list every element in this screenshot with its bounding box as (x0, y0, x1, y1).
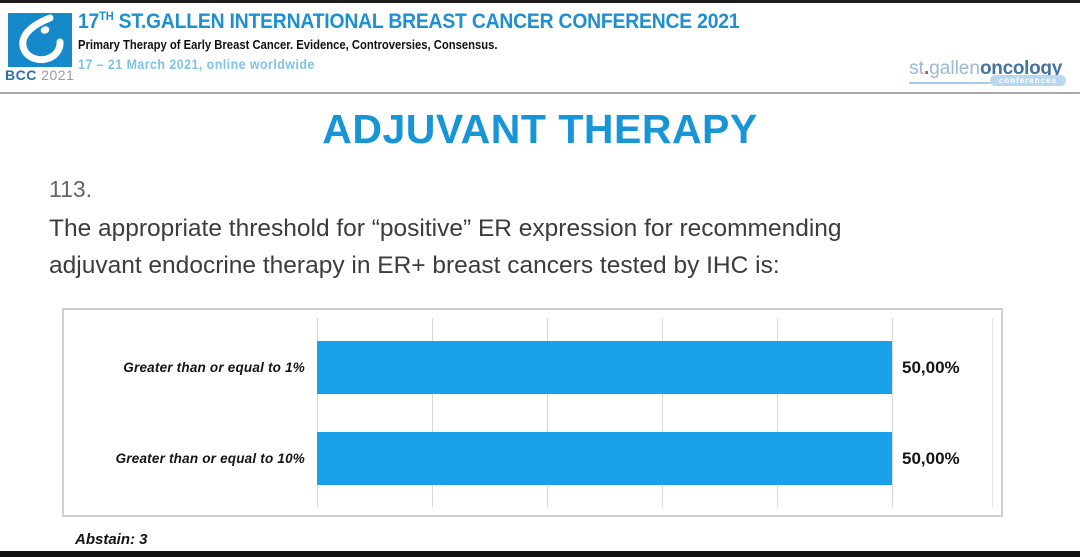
conference-subtitle: Primary Therapy of Early Breast Cancer. … (78, 38, 498, 52)
gridline (317, 318, 318, 507)
bcc-year: 2021 (41, 67, 75, 83)
slide-title: ADJUVANT THERAPY (322, 106, 758, 152)
top-video-border (0, 0, 1080, 3)
question-line-1: The appropriate threshold for “positive”… (49, 215, 842, 242)
conference-header: BCC 2021 17TH ST.GALLEN INTERNATIONAL BR… (0, 3, 1080, 94)
conference-title-ordinal: TH (99, 9, 114, 23)
bar-track (317, 341, 892, 394)
chart-row: Greater than or equal to 10% 50,00% (64, 432, 1001, 485)
bcc-logo-caption: BCC 2021 (5, 67, 95, 83)
org-logo-gallen: gallen (929, 58, 980, 79)
question-number: 113. (49, 176, 93, 202)
conference-title-text: ST.GALLEN INTERNATIONAL BREAST CANCER CO… (113, 10, 740, 33)
org-logo-st: st (909, 58, 924, 79)
poll-results-chart: Greater than or equal to 1% 50,00% Greater… (62, 308, 1003, 517)
gridline (547, 318, 548, 507)
value-label: 50,00% (902, 357, 960, 377)
question-line-2: adjuvant endocrine therapy in ER+ breast… (49, 252, 780, 279)
water-drop-icon (19, 14, 64, 64)
chart-row: Greater than or equal to 1% 50,00% (64, 341, 1001, 394)
org-logo-oncology: oncology (979, 58, 1062, 79)
gridline (662, 318, 663, 507)
chart-gridlines (317, 318, 893, 507)
conference-header-text: 17TH ST.GALLEN INTERNATIONAL BREAST CANC… (78, 9, 797, 72)
bottom-video-border (0, 551, 1080, 557)
conference-title: 17TH ST.GALLEN INTERNATIONAL BREAST CANC… (78, 9, 740, 34)
category-label: Greater than or equal to 1% (123, 360, 305, 375)
bcc-acronym: BCC (5, 67, 37, 83)
header-divider (0, 92, 1080, 94)
org-logo-dot: . (923, 58, 930, 79)
stgallen-oncology-logo: st.gallenoncology conferences (909, 58, 1066, 86)
chart-right-axis-line (992, 318, 993, 507)
bar (317, 341, 892, 394)
bcc-logo (8, 13, 72, 67)
bar-track (317, 432, 892, 485)
value-label: 50,00% (902, 448, 960, 468)
conference-title-number: 17 (78, 10, 100, 33)
bar (317, 432, 892, 485)
conferences-badge: conferences (989, 75, 1066, 86)
question-block: 113. The appropriate threshold for “posi… (49, 176, 1039, 284)
gridline (777, 318, 778, 507)
conference-dates: 17 – 21 March 2021, online worldwide (78, 57, 315, 72)
abstain-count: Abstain: 3 (75, 531, 148, 548)
gridline (892, 318, 893, 507)
gridline (432, 318, 433, 507)
category-label: Greater than or equal to 10% (115, 451, 305, 466)
